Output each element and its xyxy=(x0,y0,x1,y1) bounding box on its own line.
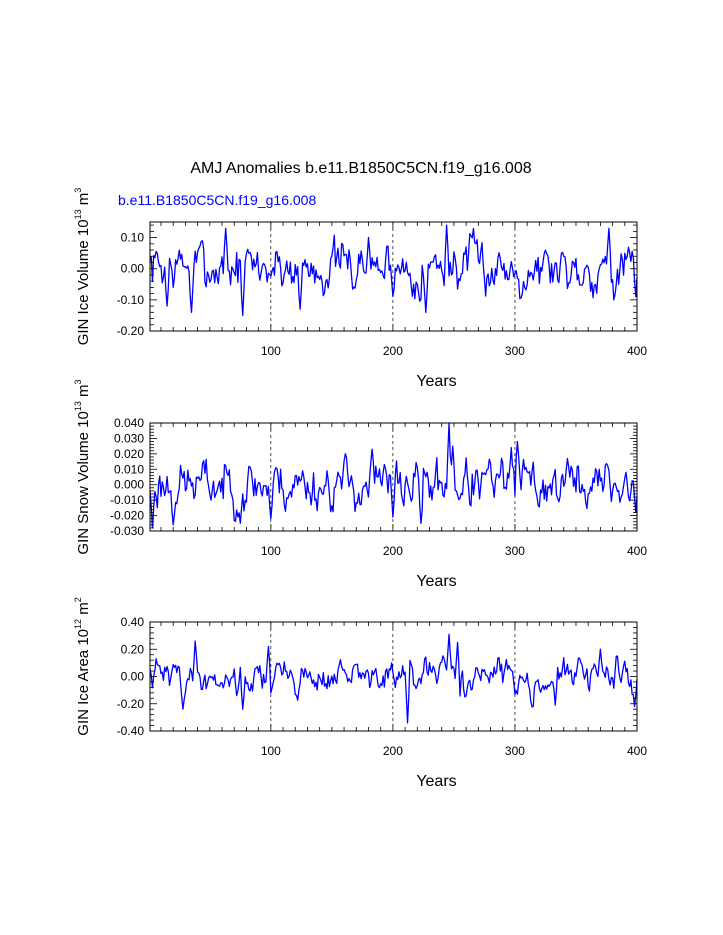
y-tick-label: 0.030 xyxy=(114,431,144,445)
y-axis-label-part: GIN Ice Volume 10 xyxy=(75,219,92,345)
x-tick-label: 100 xyxy=(261,344,281,358)
x-axis-label: Years xyxy=(416,373,456,390)
y-axis-label-part: GIN Snow Volume 10 xyxy=(75,411,92,554)
y-axis-label-superscript: 3 xyxy=(73,379,83,384)
y-tick-label: 0.20 xyxy=(121,642,145,656)
y-tick-label: -0.020 xyxy=(110,509,144,523)
x-tick-label: 400 xyxy=(627,544,647,558)
y-axis-label-superscript: 13 xyxy=(73,401,83,411)
series-line xyxy=(149,422,638,529)
y-tick-label: 0.000 xyxy=(114,478,144,492)
legend-label: b.e11.B1850C5CN.f19_g16.008 xyxy=(118,192,316,208)
y-tick-label: 0.020 xyxy=(114,447,144,461)
figure-title: AMJ Anomalies b.e11.B1850C5CN.f19_g16.00… xyxy=(190,160,531,177)
plot-frame xyxy=(149,422,638,532)
y-tick-label: -0.40 xyxy=(117,724,145,738)
y-axis-label-superscript: 3 xyxy=(73,188,83,193)
x-tick-label: 100 xyxy=(261,744,281,758)
y-axis-label: GIN Ice Area 1012 m2 xyxy=(73,597,92,735)
y-axis-label: GIN Snow Volume 1013 m3 xyxy=(73,379,92,554)
y-tick-label: 0.040 xyxy=(114,416,144,430)
y-tick-label: -0.030 xyxy=(110,524,144,538)
y-tick-label: 0.010 xyxy=(114,462,144,476)
y-tick-label: 0.00 xyxy=(121,670,145,684)
x-tick-label: 100 xyxy=(261,544,281,558)
x-tick-label: 300 xyxy=(505,544,525,558)
y-axis-label-part: m xyxy=(75,602,92,619)
series-line xyxy=(149,633,638,724)
y-axis-label-part: m xyxy=(75,384,92,401)
y-tick-label: -0.010 xyxy=(110,493,144,507)
panels-group: 100 200 300 400 -0.20 -0.10 0.00 0.10 Years GIN I… xyxy=(73,188,647,790)
x-tick-label: 400 xyxy=(627,744,647,758)
x-tick-label: 200 xyxy=(383,344,403,358)
y-axis-label-part: GIN Ice Area 10 xyxy=(75,629,92,736)
panel-1: 100 200 300 400 -0.20 -0.10 0.00 0.10 Years GIN I… xyxy=(73,188,647,390)
y-axis-label-superscript: 12 xyxy=(73,619,83,629)
y-axis-label: GIN Ice Volume 1013 m3 xyxy=(73,188,92,346)
x-tick-label: 200 xyxy=(383,744,403,758)
y-axis-label-superscript: 13 xyxy=(73,209,83,219)
y-tick-label: 0.00 xyxy=(121,262,145,276)
x-tick-label: 300 xyxy=(505,344,525,358)
x-tick-label: 300 xyxy=(505,744,525,758)
x-tick-label: 200 xyxy=(383,544,403,558)
y-tick-label: 0.40 xyxy=(121,615,145,629)
y-axis-label-part: m xyxy=(75,193,92,210)
panel-3: 100 200 300 400 -0.40 -0.20 0.00 0.20 0.40 Years G… xyxy=(73,597,647,790)
y-tick-label: -0.10 xyxy=(117,293,145,307)
y-tick-label: 0.10 xyxy=(121,231,145,245)
series-line xyxy=(149,224,638,317)
x-axis-label: Years xyxy=(416,773,456,790)
plot-frame xyxy=(149,221,638,332)
x-tick-label: 400 xyxy=(627,344,647,358)
y-axis-label-superscript: 2 xyxy=(73,597,83,602)
y-tick-label: -0.20 xyxy=(117,324,145,338)
x-axis-label: Years xyxy=(416,573,456,590)
y-tick-label: -0.20 xyxy=(117,697,145,711)
